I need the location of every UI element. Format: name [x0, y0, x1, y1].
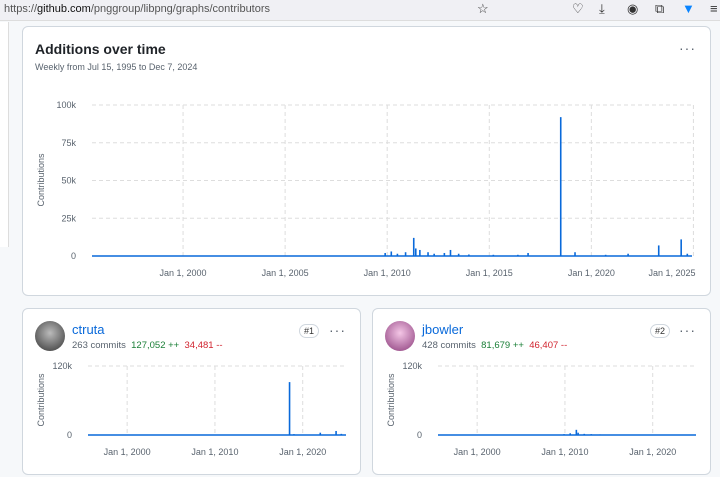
- y-tick-label: 0: [417, 430, 422, 440]
- y-tick-label: 120k: [402, 361, 422, 371]
- url-domain: github.com: [37, 3, 91, 15]
- rank-badge: #1: [299, 324, 320, 338]
- menu-icon[interactable]: ≡: [710, 1, 718, 16]
- y-axis-label: Contributions: [386, 373, 396, 427]
- additions: 127,052 ++: [131, 340, 180, 351]
- contributor-name[interactable]: ctruta: [72, 322, 105, 337]
- deletions: 46,407 --: [529, 340, 568, 351]
- more-options-button[interactable]: ···: [679, 322, 696, 338]
- sidebar-edge: [0, 22, 9, 247]
- x-tick-label: Jan 1, 2020: [279, 447, 326, 457]
- x-tick-label: Jan 1, 2015: [466, 268, 513, 278]
- pocket-icon[interactable]: ♡: [572, 1, 584, 16]
- y-tick-label: 0: [67, 430, 72, 440]
- additions: 81,679 ++: [481, 340, 524, 351]
- y-tick-label: 75k: [61, 138, 76, 148]
- x-tick-label: Jan 1, 2025: [648, 268, 695, 278]
- additions-card: [22, 26, 711, 296]
- x-tick-label: Jan 1, 2000: [454, 447, 501, 457]
- more-options-button[interactable]: ···: [679, 40, 696, 56]
- extension-icon[interactable]: ▼: [682, 1, 695, 16]
- x-tick-label: Jan 1, 2010: [364, 268, 411, 278]
- page-title: Additions over time: [35, 41, 166, 57]
- url-scheme: https://: [4, 3, 38, 15]
- url-path: /pnggroup/libpng/graphs/contributors: [90, 3, 271, 15]
- commit-count[interactable]: 263 commits: [72, 340, 126, 351]
- extensions-icon[interactable]: ⧉: [655, 1, 665, 16]
- x-tick-label: Jan 1, 2010: [191, 447, 238, 457]
- date-range: Weekly from Jul 15, 1995 to Dec 7, 2024: [35, 62, 198, 72]
- more-options-button[interactable]: ···: [329, 322, 346, 338]
- contributor-name[interactable]: jbowler: [422, 322, 464, 337]
- y-axis-label: Contributions: [36, 373, 46, 427]
- y-tick-label: 25k: [61, 213, 76, 223]
- x-tick-label: Jan 1, 2020: [629, 447, 676, 457]
- bookmark-star-icon[interactable]: ☆: [477, 1, 489, 16]
- rank-badge: #2: [650, 324, 671, 338]
- y-tick-label: 0: [71, 251, 76, 261]
- x-tick-label: Jan 1, 2000: [160, 268, 207, 278]
- x-tick-label: Jan 1, 2000: [104, 447, 151, 457]
- url-text[interactable]: https://github.com/pnggroup/libpng/graph…: [4, 3, 270, 15]
- address-bar[interactable]: https://github.com/pnggroup/libpng/graph…: [0, 0, 720, 21]
- x-tick-label: Jan 1, 2010: [541, 447, 588, 457]
- x-tick-label: Jan 1, 2020: [568, 268, 615, 278]
- x-tick-label: Jan 1, 2005: [262, 268, 309, 278]
- download-icon[interactable]: ⤓: [599, 1, 605, 16]
- y-tick-label: 50k: [61, 176, 76, 186]
- account-icon[interactable]: ◉: [627, 1, 639, 16]
- y-axis-label: Contributions: [36, 153, 46, 207]
- commit-count[interactable]: 428 commits: [422, 340, 476, 351]
- avatar[interactable]: [35, 321, 65, 351]
- deletions: 34,481 --: [184, 340, 223, 351]
- y-tick-label: 120k: [52, 361, 72, 371]
- avatar[interactable]: [385, 321, 415, 351]
- y-tick-label: 100k: [56, 100, 76, 110]
